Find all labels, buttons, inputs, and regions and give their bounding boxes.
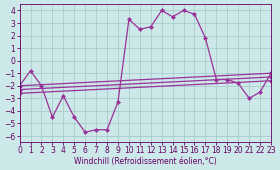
X-axis label: Windchill (Refroidissement éolien,°C): Windchill (Refroidissement éolien,°C) bbox=[74, 157, 217, 166]
